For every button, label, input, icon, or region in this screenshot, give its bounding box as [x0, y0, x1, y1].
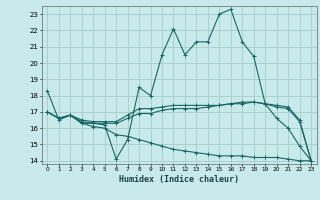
X-axis label: Humidex (Indice chaleur): Humidex (Indice chaleur)	[119, 175, 239, 184]
